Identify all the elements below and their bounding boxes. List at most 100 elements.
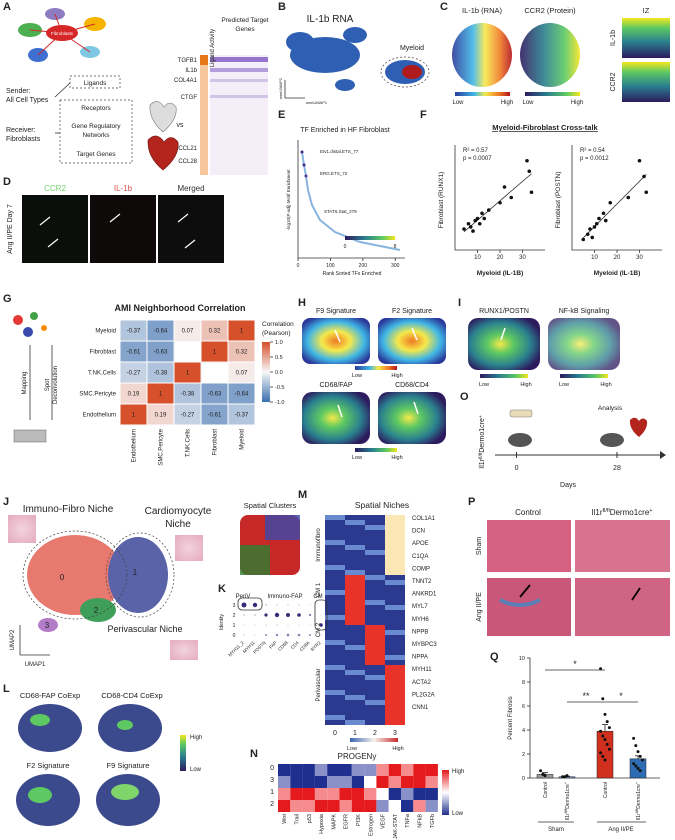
heat-cell [365, 720, 385, 725]
label: Myeloid (IL-1B) [477, 270, 524, 277]
label: Immuno-FAP [267, 594, 302, 600]
tf-curve [297, 140, 405, 259]
heat-cell [365, 600, 385, 605]
label: T.NK.Cells [88, 371, 116, 377]
group-box [237, 597, 263, 611]
heat-cell [302, 788, 315, 800]
label: All Cell Types [6, 97, 49, 104]
label: Predicted Target [221, 17, 268, 24]
point [638, 754, 642, 758]
heat-cell [385, 640, 405, 645]
point [601, 734, 605, 738]
histology [487, 520, 670, 636]
point [632, 736, 636, 740]
label: TNFa [405, 813, 411, 828]
heat-cell [325, 600, 345, 605]
label: ERG.ETS_72 [320, 171, 348, 176]
heat-cell [385, 675, 405, 680]
heat-cell [425, 788, 438, 800]
point [634, 764, 638, 768]
heat-cell [345, 660, 365, 665]
point [603, 738, 607, 742]
heat-cell [290, 800, 303, 812]
cell-label: 1 [132, 413, 136, 419]
ligand-heatmap [200, 55, 268, 175]
fit-line [582, 174, 647, 239]
heat-cell [365, 540, 385, 545]
cell-label: 0.32 [236, 350, 248, 356]
heat-cell [388, 776, 401, 788]
label: Low [452, 811, 464, 817]
genotype-label: Il1rfl/flDermo1cre+ [635, 782, 642, 820]
heat-cell [385, 605, 405, 610]
point [632, 762, 636, 766]
label: Low [190, 767, 202, 773]
heat-cell [325, 670, 345, 675]
cell-label: -0.38 [181, 392, 195, 398]
umap-plot [284, 27, 430, 99]
heat-cell [314, 764, 328, 776]
heat-cell [385, 520, 405, 525]
heat-cell [345, 630, 365, 635]
label: Perivascular Niche [107, 624, 182, 634]
heat-cell [345, 670, 365, 675]
heat-cell [365, 705, 385, 710]
heat-cell [345, 545, 365, 550]
label: Endothelium [83, 413, 116, 419]
label: High [501, 100, 513, 106]
label: ANKRD1 [412, 592, 437, 598]
label: wnnUMAP2 [278, 77, 283, 99]
heat-cell [345, 600, 365, 605]
heat-cell [345, 585, 365, 590]
heat-cell [385, 595, 405, 600]
label: 0 [270, 765, 274, 772]
heat-cell [364, 800, 377, 812]
heat-cell [345, 520, 365, 525]
label: 0 [233, 633, 236, 639]
heat-cell [385, 635, 405, 640]
genotype-part: + [649, 508, 652, 514]
x-tick-label: 10 [591, 255, 598, 261]
heat-cell [325, 720, 345, 725]
dot [298, 604, 300, 606]
point [637, 158, 642, 163]
axes [454, 145, 545, 251]
heat-cell [365, 685, 385, 690]
label: * [573, 659, 577, 669]
point [599, 667, 603, 671]
heat-cell [385, 535, 405, 540]
point [607, 747, 611, 751]
genotype-part: Il1r [591, 508, 602, 517]
label: MAPK [331, 814, 337, 830]
label: 2 [233, 613, 236, 619]
point [473, 218, 478, 223]
label: Ligands [84, 80, 108, 87]
genotype-part: Dermo1cre [565, 784, 571, 809]
label: 1 [270, 789, 274, 796]
heat-cell [278, 788, 291, 800]
x-tick-label: 0 [297, 263, 300, 269]
point [607, 726, 611, 730]
heat-cell [325, 575, 345, 580]
genotype-part: fl/fl [603, 508, 610, 514]
label: Rank Sorted TFs Enriched [323, 271, 382, 277]
heat-cell [345, 525, 365, 530]
label: Endothelium [132, 429, 138, 462]
label: R² = 0.57 [463, 148, 489, 154]
label: JAK-STAT [393, 813, 399, 839]
dot [286, 613, 290, 617]
heat-cell [385, 625, 405, 630]
genotype-part: fl/fl [635, 809, 639, 814]
heat-cell [385, 620, 405, 625]
label: CM [313, 594, 322, 600]
label: IL-1b RNA [307, 14, 354, 25]
point [588, 227, 592, 231]
label: High [520, 382, 531, 388]
label: UMAP1 [25, 662, 46, 668]
heat-cell [385, 660, 405, 665]
y-tick-label: 10 [519, 656, 525, 662]
panel-letter: N [250, 748, 258, 760]
heat-cell [365, 615, 385, 620]
y-tick-label: 2 [522, 752, 525, 758]
